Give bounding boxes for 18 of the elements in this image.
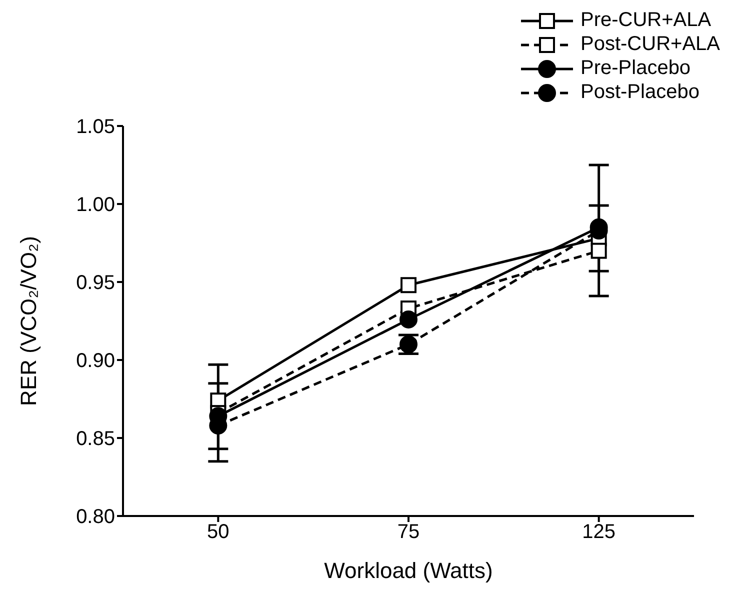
y-tick-label: 1.05 [76, 116, 115, 138]
legend-label: Pre-Placebo [580, 57, 691, 79]
x-tick-label: 50 [207, 521, 230, 544]
y-tick-label: 1.00 [76, 194, 115, 216]
y-tick-label: 0.95 [76, 272, 115, 294]
legend-label: Post-Placebo [580, 81, 700, 103]
x-axis-title: Workload (Watts) [324, 558, 493, 583]
point [400, 310, 418, 328]
legend-label: Post-CUR+ALA [580, 33, 720, 55]
y-tick-label: 0.90 [76, 350, 115, 372]
point [590, 242, 607, 259]
y-tick-label: 0.80 [76, 506, 115, 528]
legend-label: Pre-CUR+ALA [580, 9, 712, 31]
y-tick-label: 0.85 [76, 428, 115, 450]
point [400, 277, 416, 294]
y-axis-title: RER (VCO₂/VO₂) [16, 236, 41, 406]
x-tick-label: 125 [582, 521, 616, 544]
x-tick-label: 75 [397, 521, 420, 544]
